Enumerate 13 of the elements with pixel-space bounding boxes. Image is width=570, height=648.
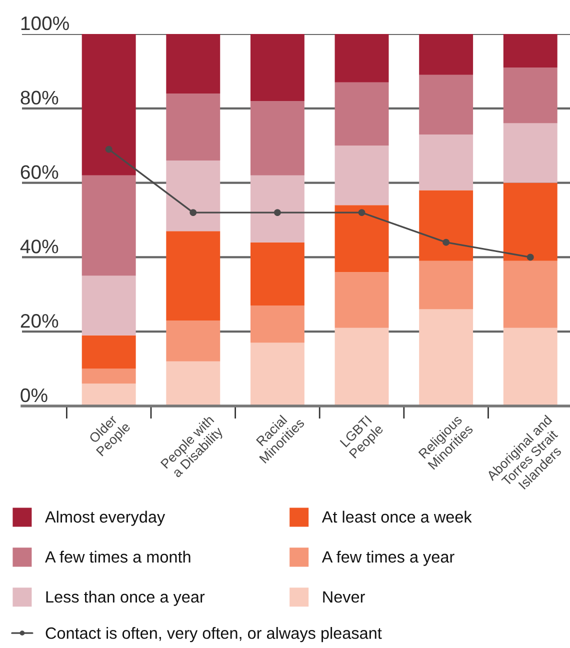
legend-label: Almost everyday [45,510,166,526]
y-tick-label: 80% [20,90,58,105]
legend-label: Contact is often, very often, or always pleasant [46,627,382,642]
y-tick-label: 60% [20,165,58,179]
legend-label: Less than once a year [46,590,205,606]
legend-label: A few times a year [322,550,454,566]
y-tick-label: 40% [20,240,58,254]
y-tick-label: 0% [20,388,48,402]
legend-label: Never [323,591,365,603]
legend-label: At least once a week [322,510,472,523]
y-tick-label: 100% [21,16,69,30]
legend-label: A few times a month [45,550,190,563]
y-tick-label: 20% [20,314,58,328]
